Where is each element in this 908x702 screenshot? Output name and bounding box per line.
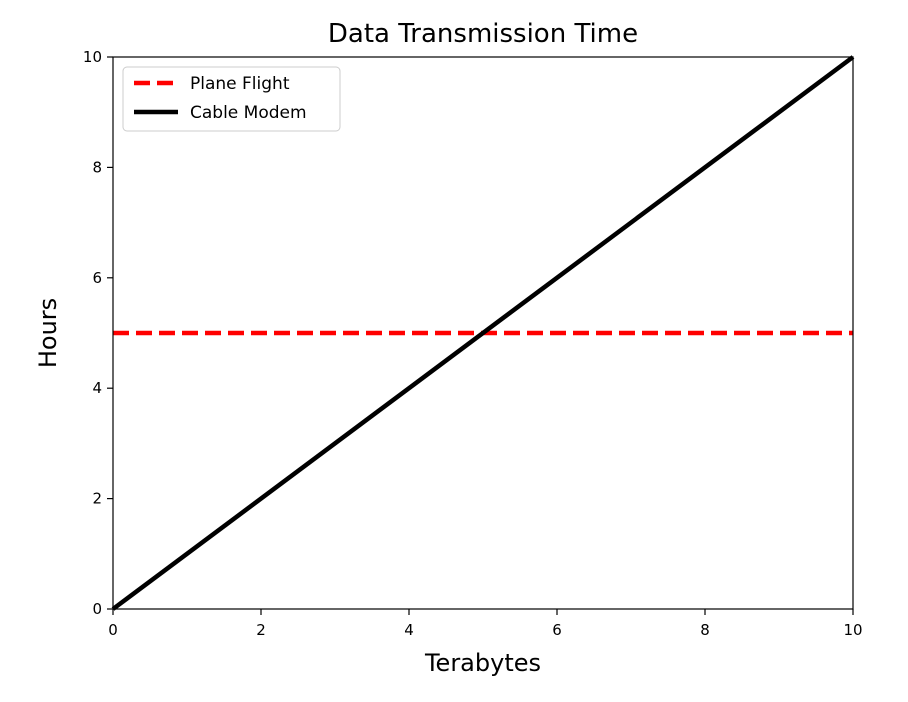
series-layer bbox=[111, 55, 855, 611]
x-tick-label: 6 bbox=[552, 621, 562, 639]
chart-title: Data Transmission Time bbox=[328, 19, 638, 49]
ticks-layer: 0 2 4 6 8 10 0 2 4 6 8 10 bbox=[83, 48, 863, 639]
x-tick-label: 0 bbox=[108, 621, 118, 639]
x-tick-label: 10 bbox=[843, 621, 862, 639]
series-line-cable-modem bbox=[111, 55, 855, 611]
x-axis-label: Terabytes bbox=[424, 649, 541, 677]
y-tick-label: 8 bbox=[92, 158, 102, 176]
y-tick-label: 2 bbox=[92, 490, 102, 508]
legend-label-cable-modem: Cable Modem bbox=[190, 103, 307, 123]
y-tick-label: 0 bbox=[92, 600, 102, 618]
y-tick-label: 6 bbox=[92, 269, 102, 287]
plot-frame bbox=[112, 56, 854, 610]
legend-label-plane-flight: Plane Flight bbox=[190, 74, 290, 94]
y-tick-label: 10 bbox=[83, 48, 102, 66]
legend: Plane Flight Cable Modem bbox=[122, 66, 341, 132]
x-tick-label: 2 bbox=[256, 621, 266, 639]
y-tick-label: 4 bbox=[92, 379, 102, 397]
legend-box bbox=[122, 66, 341, 132]
x-tick-label: 8 bbox=[700, 621, 710, 639]
y-axis-label: Hours bbox=[34, 298, 62, 368]
x-tick-label: 4 bbox=[404, 621, 414, 639]
